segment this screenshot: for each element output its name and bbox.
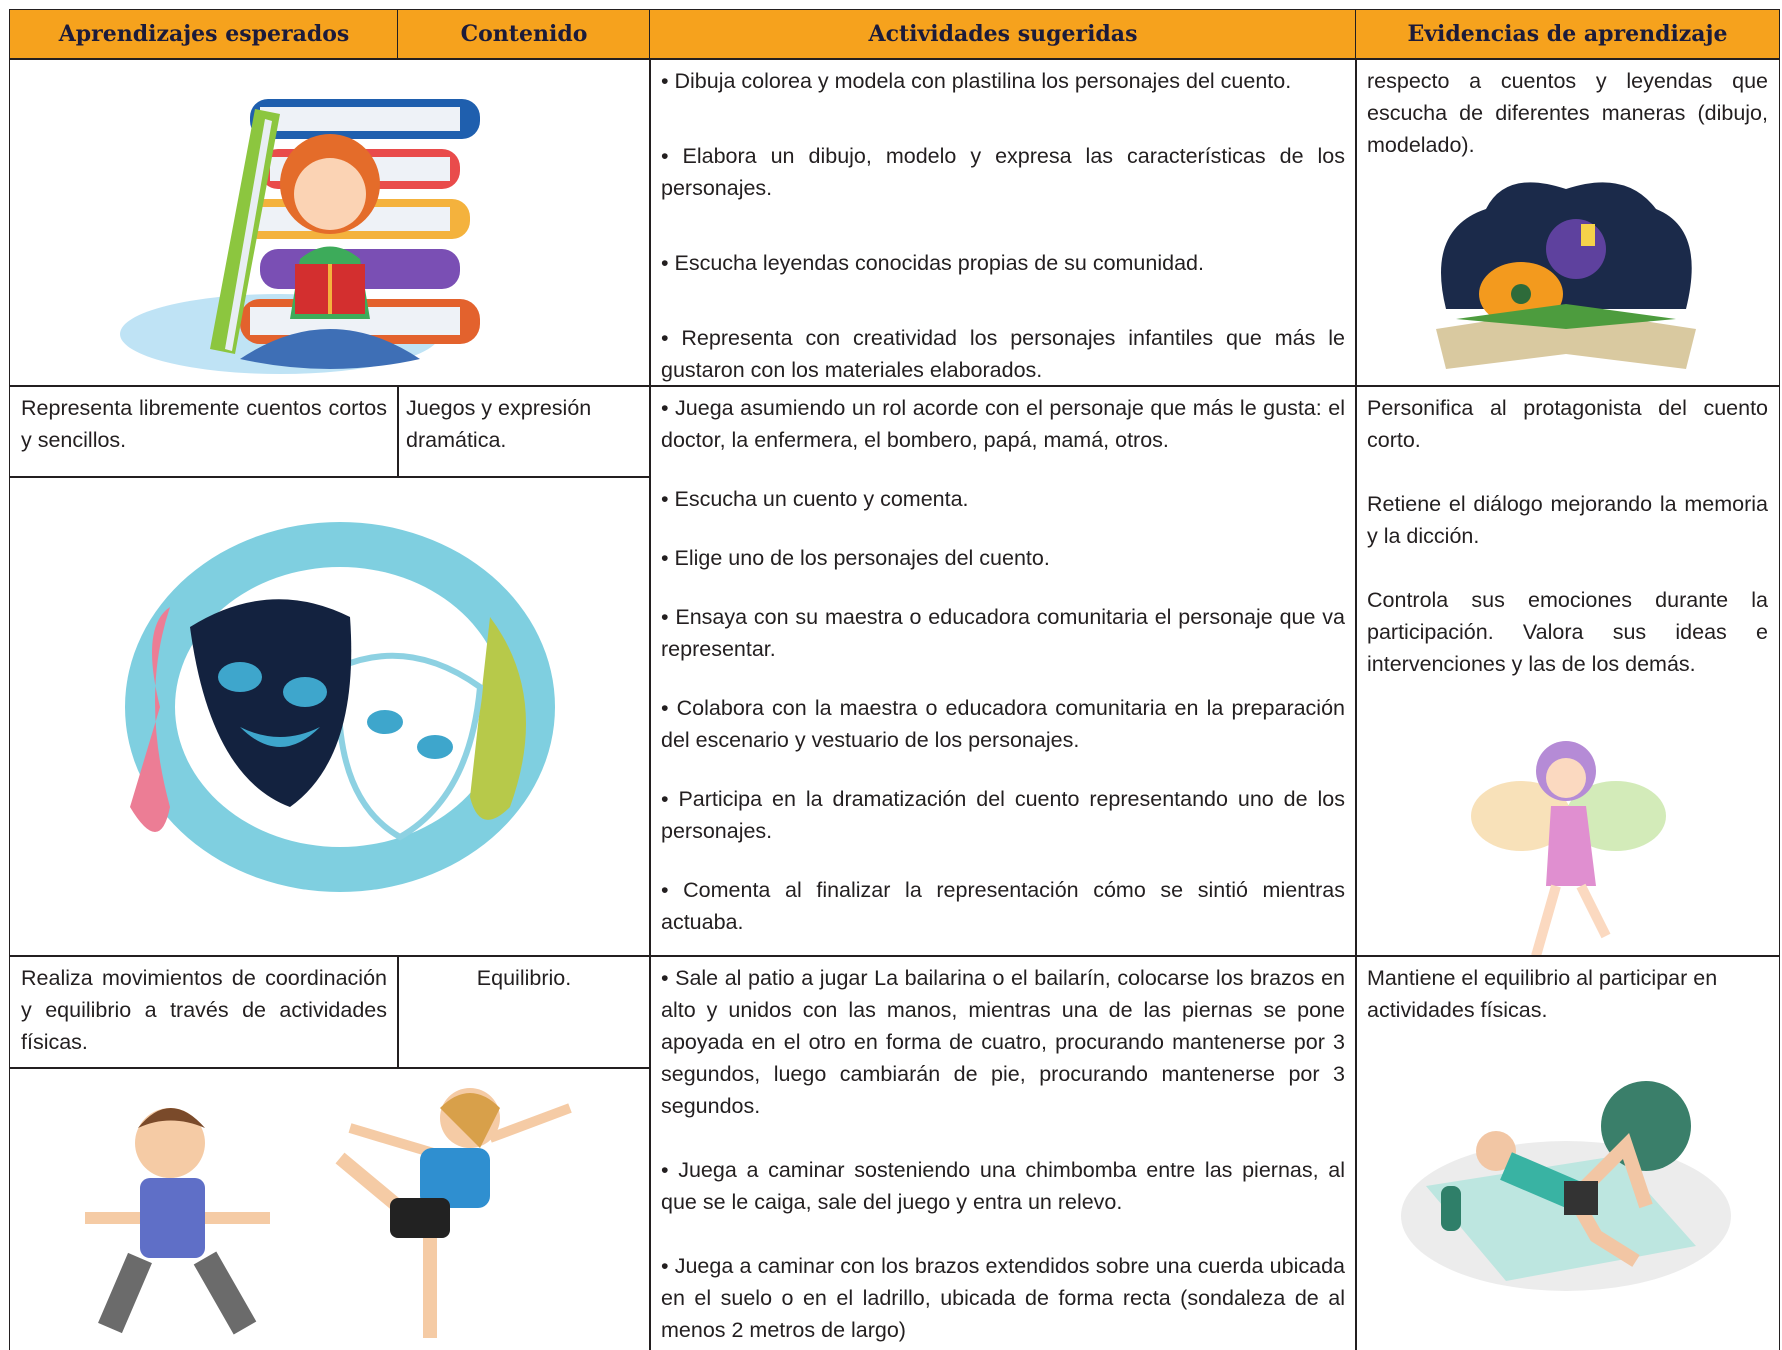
activity: • Elabora un dibujo, modelo y expresa la… bbox=[661, 144, 1345, 200]
activity: • Juega asumiendo un rol acorde con el p… bbox=[661, 396, 1345, 452]
exercise-illustration bbox=[1401, 1081, 1731, 1291]
activity: • Dibuja colorea y modela con plastilina… bbox=[661, 69, 1292, 93]
activity: • Juega a caminar con los brazos extendi… bbox=[661, 1254, 1345, 1342]
header-cell: Contenido bbox=[397, 9, 651, 60]
contenido: Equilibrio. bbox=[476, 966, 572, 990]
text-cell: Juegos y expresión dramática. bbox=[397, 385, 651, 478]
activities-cell: • Sale al patio a jugar La bailarina o e… bbox=[649, 955, 1357, 1350]
activity: • Participa en la dramatización del cuen… bbox=[661, 787, 1345, 843]
text-cell: Equilibrio. bbox=[397, 955, 651, 1069]
header-cell: Actividades sugeridas bbox=[649, 9, 1357, 60]
evidence: Mantiene el equilibrio al participar en … bbox=[1367, 966, 1718, 1022]
girl-books-illustration bbox=[120, 99, 480, 374]
activity: • Comenta al finalizar la representación… bbox=[661, 878, 1345, 934]
activity: • Elige uno de los personajes del cuento… bbox=[661, 546, 1050, 570]
evidence: Personifica al protagonista del cuento c… bbox=[1367, 396, 1768, 452]
activity: • Colabora con la maestra o educadora co… bbox=[661, 696, 1345, 752]
image-cell bbox=[9, 476, 651, 957]
header-cell: Aprendizajes esperados bbox=[9, 9, 399, 60]
evidence: Retiene el diálogo mejorando la memoria … bbox=[1367, 492, 1768, 548]
evidence: Controla sus emociones durante la partic… bbox=[1367, 588, 1768, 676]
activity: • Representa con creatividad los persona… bbox=[661, 326, 1345, 382]
children-balance-illustration bbox=[85, 1088, 572, 1338]
aprendizaje: Representa libremente cuentos cortos y s… bbox=[21, 396, 387, 452]
evidence-cell: Personifica al protagonista del cuento c… bbox=[1355, 385, 1780, 957]
image-cell bbox=[9, 58, 651, 387]
magic-book-illustration bbox=[1436, 182, 1696, 369]
activity: • Sale al patio a jugar La bailarina o e… bbox=[661, 966, 1345, 1118]
contenido: Juegos y expresión dramática. bbox=[406, 396, 592, 452]
activities-cell: • Dibuja colorea y modela con plastilina… bbox=[649, 58, 1357, 387]
evidence-cell: Mantiene el equilibrio al participar en … bbox=[1355, 955, 1780, 1350]
activities-cell: • Juega asumiendo un rol acorde con el p… bbox=[649, 385, 1357, 957]
activity: • Juega a caminar sosteniendo una chimbo… bbox=[661, 1158, 1345, 1214]
evidence: respecto a cuentos y leyendas que escuch… bbox=[1367, 69, 1768, 157]
image-cell bbox=[9, 1067, 651, 1350]
aprendizaje: Realiza movimientos de coordinación y eq… bbox=[21, 966, 387, 1054]
text-cell: Realiza movimientos de coordinación y eq… bbox=[9, 955, 399, 1069]
header-cell: Evidencias de aprendizaje bbox=[1355, 9, 1780, 60]
evidence-cell: respecto a cuentos y leyendas que escuch… bbox=[1355, 58, 1780, 387]
activity: • Escucha leyendas conocidas propias de … bbox=[661, 251, 1204, 275]
fairy-illustration bbox=[1471, 741, 1666, 956]
activity: • Escucha un cuento y comenta. bbox=[661, 487, 969, 511]
text-cell: Representa libremente cuentos cortos y s… bbox=[9, 385, 399, 478]
activity: • Ensaya con su maestra o educadora comu… bbox=[661, 605, 1345, 661]
theater-masks-illustration bbox=[125, 522, 555, 892]
